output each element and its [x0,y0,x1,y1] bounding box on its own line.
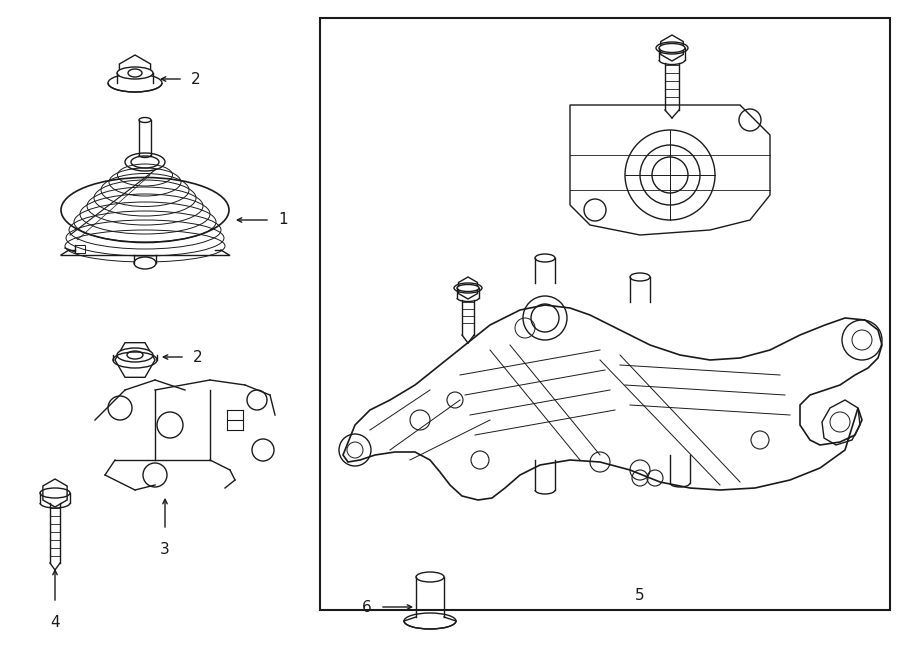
Ellipse shape [134,257,156,269]
Ellipse shape [117,348,153,362]
Text: 4: 4 [50,615,59,630]
Ellipse shape [659,44,685,52]
Text: 2: 2 [191,71,201,87]
Ellipse shape [457,284,479,292]
Ellipse shape [535,254,555,262]
Ellipse shape [404,613,456,629]
Text: 1: 1 [278,212,288,227]
Bar [320,18,890,610]
Text: 2: 2 [193,350,202,364]
Text: 5: 5 [635,588,644,602]
Text: 3: 3 [160,542,170,557]
Ellipse shape [416,572,444,582]
Ellipse shape [139,118,151,122]
Ellipse shape [117,67,153,79]
Ellipse shape [108,74,162,92]
Bar [75,245,85,253]
Text: 6: 6 [362,600,372,615]
Ellipse shape [630,273,650,281]
